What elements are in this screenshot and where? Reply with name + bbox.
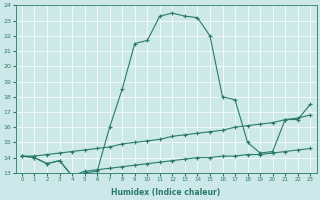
X-axis label: Humidex (Indice chaleur): Humidex (Indice chaleur) bbox=[111, 188, 221, 197]
